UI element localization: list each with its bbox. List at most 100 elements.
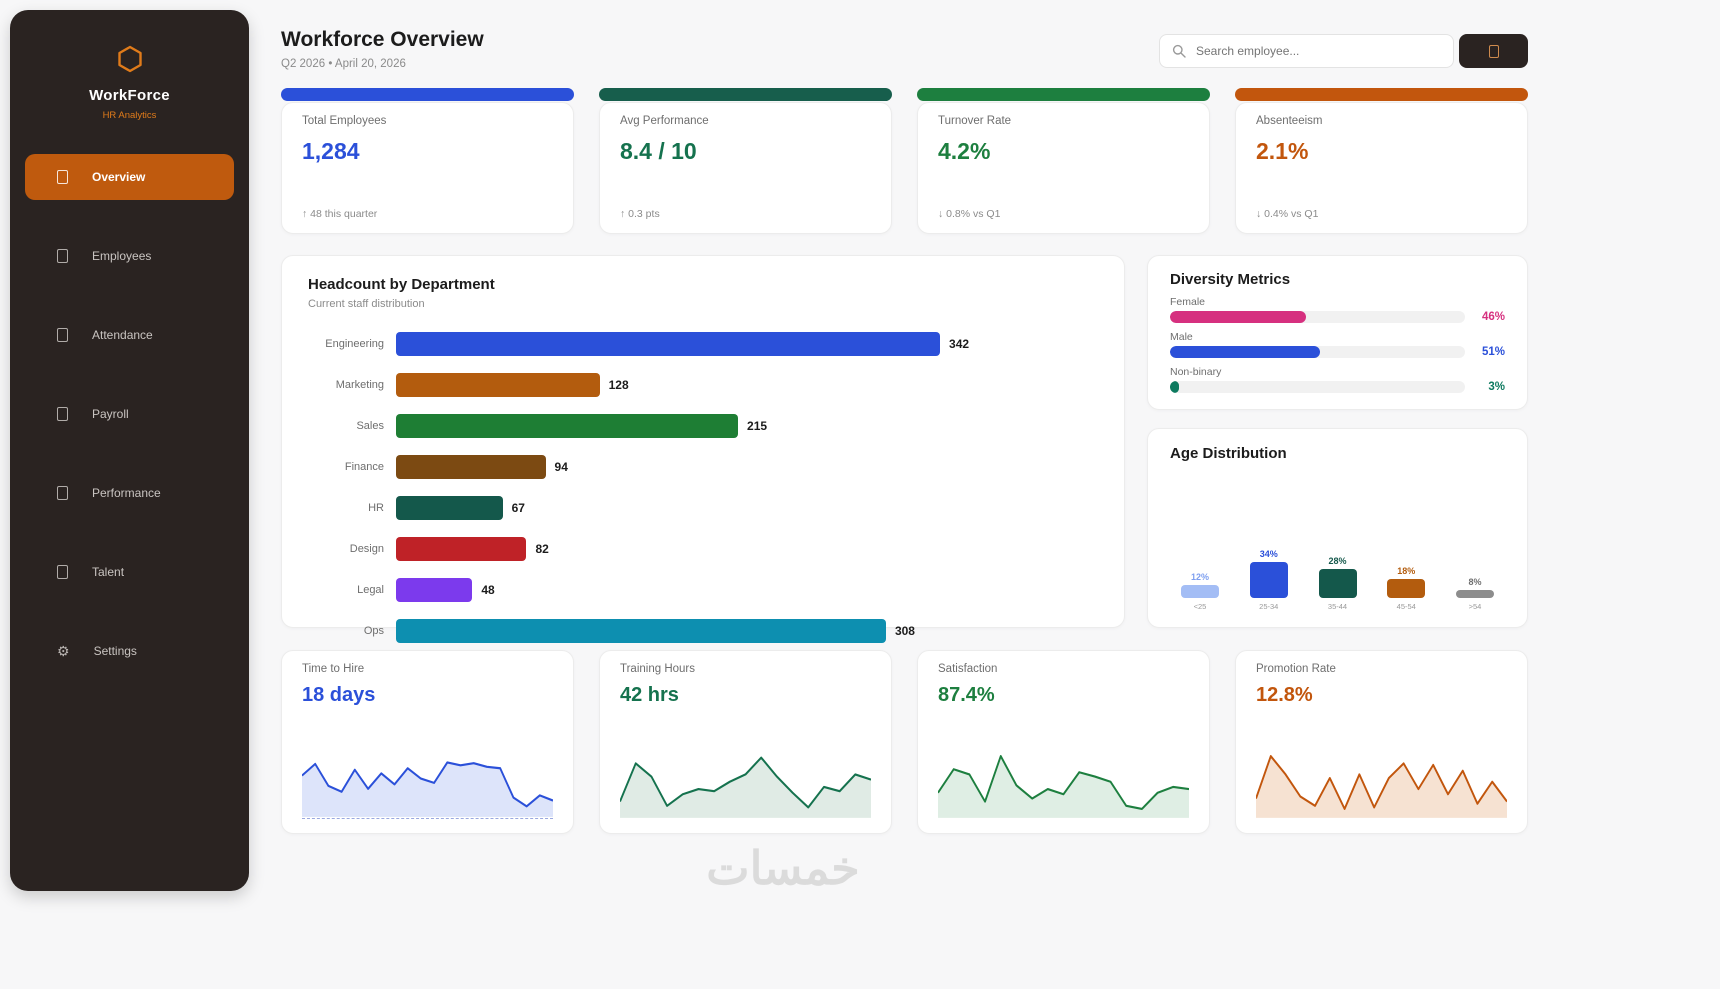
sidebar-item-employees[interactable]: Employees [25,233,234,279]
bar-percent: 28% [1328,555,1347,566]
sidebar-item-talent[interactable]: Talent [25,549,234,595]
diversity-row-male: Male 51% [1170,331,1505,358]
headcount-chart-card: Headcount by Department Current staff di… [281,255,1125,643]
headcount-row: Marketing 128 [308,364,1098,405]
sidebar-item-performance[interactable]: Performance [25,470,234,516]
age-bucket: 28% 35-44 [1308,556,1368,611]
app-logo [10,10,249,74]
main-content: Workforce Overview Q2 2026 • April 20, 2… [281,28,1528,894]
action-button[interactable] [1459,34,1528,68]
headcount-row: Legal 48 [308,569,1098,610]
card-title: Diversity Metrics [1170,271,1291,288]
page-title: Workforce Overview [281,28,484,51]
sidebar-item-label: Talent [92,565,125,579]
kpi-accent-bar [1235,88,1528,101]
age-bars: 12% <25 34% 25-34 28% 35-44 [1170,549,1505,611]
age-bucket: 18% 45-54 [1376,566,1436,611]
brand-title: WorkForce [89,87,170,104]
sidebar-item-label: Attendance [92,328,153,342]
hexagon-logo-icon [117,45,142,73]
bar [396,413,739,438]
kpi-card-absenteeism: Absenteeism 2.1% ↓ 0.4% vs Q1 [1235,88,1528,234]
trend-card-promotion-rate: Promotion Rate 12.8% [1235,650,1528,834]
kpi-footer: ↓ 0.4% vs Q1 [1256,208,1319,220]
kpi-label: Absenteeism [1256,115,1323,127]
sidebar-item-label: Performance [92,486,161,500]
headcount-row: Engineering 342 [308,323,1098,364]
sidebar-item-payroll[interactable]: Payroll [25,391,234,437]
bar-label: Marketing [335,378,384,391]
headcount-row: Sales 215 [308,405,1098,446]
kpi-value: 2.1% [1256,138,1309,164]
kpi-accent-bar [281,88,574,101]
metric-label: Male [1170,331,1193,343]
bucket-label: 25-34 [1259,602,1279,611]
sidebar-nav: Overview Employees Attendance Payroll Pe… [10,154,249,674]
sidebar-item-settings[interactable]: Settings [25,628,234,674]
trend-value: 87.4% [938,684,995,706]
sidebar: WorkForce HR Analytics Overview Employee… [10,10,249,891]
age-bucket: 12% <25 [1170,572,1230,611]
trend-label: Training Hours [620,663,695,675]
trend-cards-row: Time to Hire 18 days Training Hours 42 h… [281,650,1528,834]
bar [1387,579,1426,598]
bar-label: Finance [344,460,384,473]
bar-value: 215 [747,418,768,433]
kpi-footer: ↑ 0.3 pts [620,208,660,220]
progress-fill [1170,346,1321,358]
sidebar-item-label: Employees [92,249,152,263]
card-title: Age Distribution [1170,445,1287,462]
bar [396,577,473,602]
sparkline-chart [620,735,871,819]
sidebar-item-attendance[interactable]: Attendance [25,312,234,358]
bar-value: 82 [535,541,549,556]
wallet-icon [57,407,68,421]
bucket-label: 35-44 [1327,602,1348,611]
bar-label: Design [349,542,384,555]
bar-label: Engineering [325,337,384,350]
kpi-value: 4.2% [938,138,991,164]
headcount-row: Finance 94 [308,446,1098,487]
progress-track [1170,381,1465,393]
kpi-label: Total Employees [302,115,387,127]
users-icon [57,249,68,263]
metric-percent: 51% [1481,346,1505,358]
kpi-accent-bar [917,88,1210,101]
trend-label: Promotion Rate [1256,663,1336,675]
bucket-label: 45-54 [1396,602,1416,611]
trend-label: Time to Hire [302,663,365,675]
kpi-footer: ↓ 0.8% vs Q1 [938,208,1001,220]
bar-label: Ops [363,624,384,637]
diversity-row-nonbinary: Non-binary 3% [1170,366,1505,393]
kpi-accent-bar [599,88,892,101]
bar [396,536,527,561]
bar-value: 48 [481,582,495,597]
trend-label: Satisfaction [938,663,998,675]
gear-icon [57,644,70,658]
headcount-bars: Engineering 342 Marketing 128 Sales 215 … [308,323,1098,651]
bar-value: 342 [949,336,970,351]
headcount-row: Design 82 [308,528,1098,569]
search-box [1159,34,1454,68]
metric-percent: 3% [1488,381,1505,393]
bar [1249,562,1288,598]
trend-card-time-to-hire: Time to Hire 18 days [281,650,574,834]
kpi-footer: ↑ 48 this quarter [302,208,378,220]
progress-track [1170,346,1465,358]
bar-percent: 34% [1259,549,1278,560]
bar [396,618,886,643]
calendar-icon [57,328,68,342]
progress-fill [1170,311,1306,323]
bar [1318,568,1357,598]
progress-track [1170,311,1465,323]
metric-label: Non-binary [1170,366,1222,378]
sidebar-item-label: Settings [93,644,137,658]
filter-icon [1488,44,1499,58]
sidebar-item-overview[interactable]: Overview [25,154,234,200]
card-subtitle: Current staff distribution [308,298,425,310]
bucket-label: <25 [1193,602,1207,611]
watermark: خمسات [706,842,860,894]
search-input[interactable] [1194,43,1441,59]
bar-label: Legal [357,583,384,596]
sparkline-chart [1256,735,1507,819]
